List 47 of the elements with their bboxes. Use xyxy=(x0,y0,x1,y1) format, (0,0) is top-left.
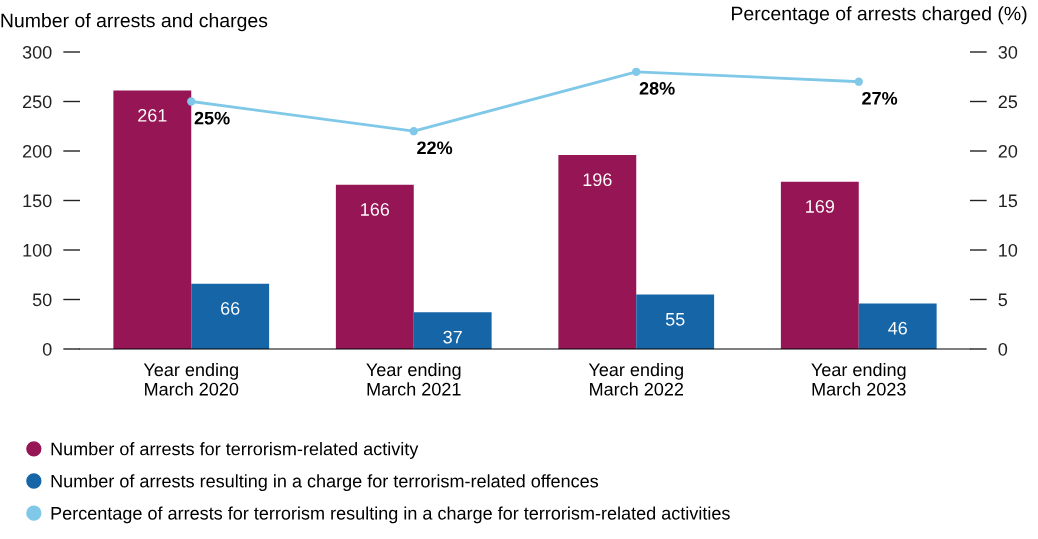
y-tick-label: 150 xyxy=(23,194,52,208)
y2-tick-label: 0 xyxy=(998,342,1008,356)
data-label: 196 xyxy=(583,173,612,187)
y-tick-label: 100 xyxy=(23,243,52,257)
data-label: 25% xyxy=(194,111,230,125)
y-tick-label: 250 xyxy=(23,95,52,109)
data-label: 55 xyxy=(665,313,685,326)
y2-tick-label: 30 xyxy=(998,45,1018,59)
x-tick-label: Year ending March 2023 xyxy=(811,362,906,396)
bar xyxy=(413,312,492,349)
y2-tick-label: 20 xyxy=(998,144,1018,158)
bar xyxy=(558,154,637,349)
y-tick-label: 200 xyxy=(23,144,52,158)
data-label: 166 xyxy=(361,203,390,216)
data-label: 169 xyxy=(806,200,835,213)
x-tick-label: Year ending March 2020 xyxy=(143,362,239,396)
bar xyxy=(780,181,859,349)
data-label: 27% xyxy=(862,91,898,105)
legend-label: Number of arrests resulting in a charge for terrorism-related offences xyxy=(51,474,599,492)
data-label: 37 xyxy=(443,330,462,344)
bar xyxy=(858,303,937,349)
y-tick-label: 300 xyxy=(22,45,52,59)
data-label: 66 xyxy=(221,302,240,315)
legend-label: Number of arrests for terrorism-related activity xyxy=(51,442,419,459)
data-label: 22% xyxy=(417,141,453,155)
point xyxy=(632,67,641,76)
data-label: 28% xyxy=(639,82,675,95)
x-tick-label: Year ending March 2021 xyxy=(366,362,461,396)
point xyxy=(409,127,418,136)
y2-tick-label: 10 xyxy=(999,243,1018,257)
y2-tick-label: 15 xyxy=(999,194,1018,208)
y-tick-label: 50 xyxy=(32,293,52,307)
x-tick-label: Year ending March 2022 xyxy=(588,362,684,396)
data-label: 46 xyxy=(888,321,907,335)
y-tick-label: 0 xyxy=(42,342,52,356)
data-label: 261 xyxy=(138,108,167,122)
point xyxy=(187,97,196,106)
y2-tick-label: 25 xyxy=(998,95,1018,109)
bar xyxy=(335,184,414,349)
bar xyxy=(636,294,715,349)
point xyxy=(854,77,863,86)
bar xyxy=(113,90,192,349)
y2-axis-title: Percentage of arrests charged (%) xyxy=(732,6,1027,25)
y2-tick-label: 5 xyxy=(998,293,1008,307)
legend-label: Percentage of arrests for terrorism resulting in a charge for terrorism-related activities xyxy=(51,506,730,524)
bar xyxy=(191,283,270,349)
y-axis-title: Number of arrests and charges xyxy=(1,13,268,32)
